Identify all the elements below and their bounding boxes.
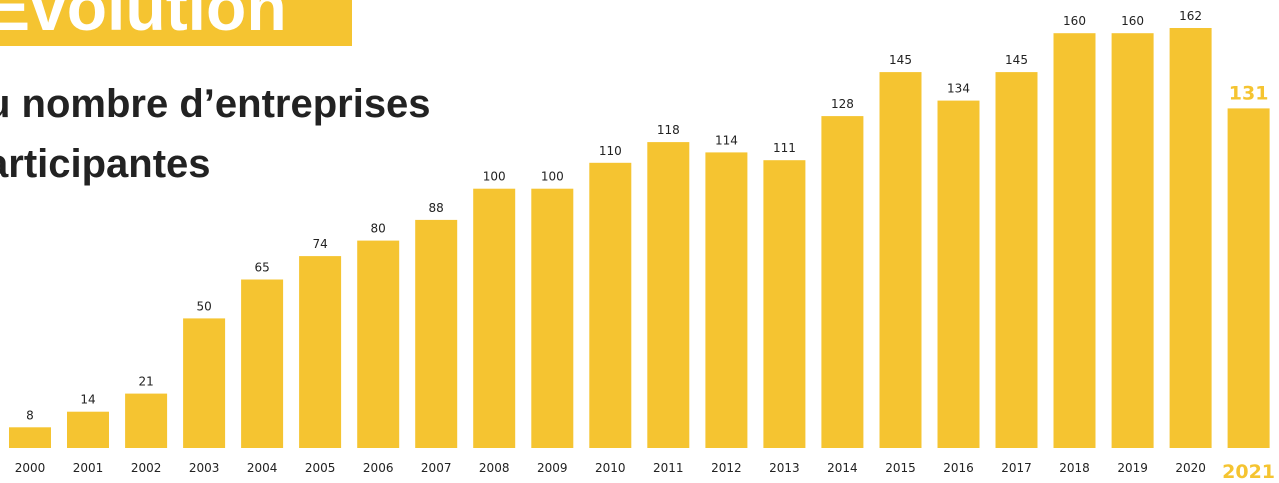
- value-label-2016: 134: [947, 82, 970, 96]
- bar-2012: [705, 152, 748, 448]
- value-label-2006: 80: [371, 222, 386, 236]
- title-box: Evolution: [0, 0, 352, 46]
- bar-2001: [67, 411, 109, 448]
- bar-2011: [647, 142, 690, 448]
- year-label-2004: 2004: [247, 461, 278, 475]
- year-label-2011: 2011: [653, 461, 684, 475]
- value-label-2011: 118: [657, 123, 680, 137]
- value-label-2019: 160: [1121, 14, 1144, 28]
- year-label-2008: 2008: [479, 461, 510, 475]
- year-label-2019: 2019: [1117, 461, 1148, 475]
- bar-2003: [183, 318, 226, 448]
- value-label-2005: 74: [312, 237, 327, 251]
- value-label-2002: 21: [138, 375, 153, 389]
- bar-2004: [241, 279, 284, 448]
- bar-2019: [1111, 33, 1154, 448]
- bar-2015: [879, 72, 922, 448]
- year-label-2021: 2021: [1222, 461, 1275, 483]
- year-label-2016: 2016: [943, 461, 974, 475]
- value-label-2020: 162: [1179, 9, 1202, 23]
- value-label-2018: 160: [1063, 14, 1086, 28]
- bar-2005: [299, 256, 342, 448]
- year-label-2007: 2007: [421, 461, 452, 475]
- chart-subtitle-line-1: u nombre d’entreprises: [0, 82, 431, 126]
- value-label-2003: 50: [196, 299, 211, 313]
- year-label-2010: 2010: [595, 461, 626, 475]
- bar-2017: [995, 72, 1038, 448]
- year-label-2015: 2015: [885, 461, 916, 475]
- value-label-2001: 14: [80, 393, 95, 407]
- year-label-2000: 2000: [15, 461, 46, 475]
- chart-title: Evolution: [0, 0, 287, 44]
- bar-2007: [415, 219, 458, 448]
- year-label-2005: 2005: [305, 461, 336, 475]
- bar-2014: [821, 116, 864, 448]
- chart-subtitle-line-2: articipantes: [0, 142, 211, 186]
- year-label-2013: 2013: [769, 461, 800, 475]
- bar-2013: [763, 160, 806, 448]
- bar-2009: [531, 188, 574, 448]
- year-label-2018: 2018: [1059, 461, 1090, 475]
- bar-2021: [1227, 108, 1270, 449]
- value-label-2000: 8: [26, 408, 34, 422]
- bar-2010: [589, 162, 632, 449]
- value-label-2017: 145: [1005, 53, 1028, 67]
- bar-2016: [937, 100, 980, 448]
- year-label-2012: 2012: [711, 461, 742, 475]
- value-label-2004: 65: [254, 261, 269, 275]
- value-label-2010: 110: [599, 144, 622, 158]
- bar-2020: [1169, 28, 1212, 448]
- year-label-2006: 2006: [363, 461, 394, 475]
- year-label-2014: 2014: [827, 461, 858, 475]
- bar-2018: [1053, 33, 1096, 448]
- bar-2000: [9, 427, 51, 448]
- year-label-2001: 2001: [73, 461, 104, 475]
- year-label-2009: 2009: [537, 461, 568, 475]
- year-label-2003: 2003: [189, 461, 220, 475]
- value-label-2013: 111: [773, 141, 796, 155]
- value-label-2009: 100: [541, 170, 564, 184]
- value-label-2015: 145: [889, 53, 912, 67]
- value-label-2012: 114: [715, 133, 738, 147]
- year-label-2002: 2002: [131, 461, 162, 475]
- value-label-2014: 128: [831, 97, 854, 111]
- bar-2002: [125, 393, 168, 448]
- bar-2006: [357, 240, 400, 448]
- year-label-2017: 2017: [1001, 461, 1032, 475]
- bar-2008: [473, 188, 516, 448]
- value-label-2021: 131: [1229, 82, 1269, 104]
- value-label-2008: 100: [483, 170, 506, 184]
- value-label-2007: 88: [429, 201, 444, 215]
- year-label-2020: 2020: [1175, 461, 1206, 475]
